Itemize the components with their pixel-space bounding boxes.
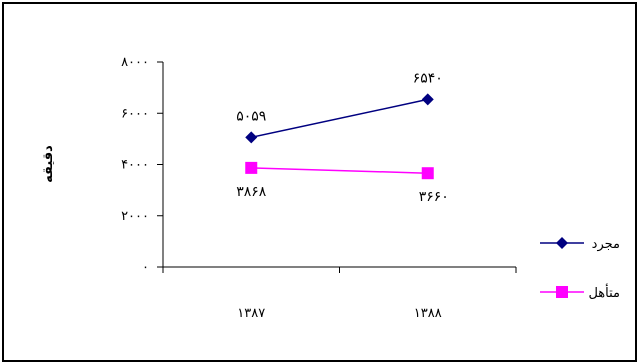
data-point [421,167,434,180]
y-axis-label: دقیقه [41,145,56,183]
legend-marker [556,237,568,249]
data-point [421,93,434,106]
y-tick-label: ۸۰۰۰ [121,55,149,70]
series-line [251,98,428,139]
series-1: ۳۸۶۸ ۳۶۶۰ [236,161,449,205]
legend-item: مجرد [540,237,620,252]
x-tick-label: ۱۳۸۷ [237,306,265,321]
data-label: ۳۶۶۰ [419,189,449,205]
y-tick-label: ۶۰۰۰ [121,106,149,121]
data-point [245,161,258,174]
series-line [251,167,428,174]
data-point [245,131,258,144]
y-tick-label: ۰ [142,260,149,275]
axes [157,61,517,273]
data-label: ۵۰۵۹ [236,108,266,124]
x-tick-label: ۱۳۸۸ [414,306,442,321]
legend-label: متأهل [588,283,620,301]
legend-label: مجرد [592,237,620,252]
legend-item: متأهل [540,283,620,301]
series-0: ۵۰۵۹ ۶۵۴۰ [236,70,443,144]
legend: مجرد متأهل [540,237,620,301]
y-tick-label: ۲۰۰۰ [121,209,149,224]
series-layer: ۵۰۵۹ ۶۵۴۰ ۳۸۶۸ ۳۶۶۰ [236,70,449,205]
data-label: ۶۵۴۰ [413,70,443,86]
y-tick-labels: ۰ ۲۰۰۰ ۴۰۰۰ ۶۰۰۰ ۸۰۰۰ [121,55,149,275]
data-label: ۳۸۶۸ [236,184,267,200]
y-tick-label: ۴۰۰۰ [121,158,149,173]
x-tick-labels: ۱۳۸۷ ۱۳۸۸ [237,306,441,321]
legend-marker [556,286,568,298]
